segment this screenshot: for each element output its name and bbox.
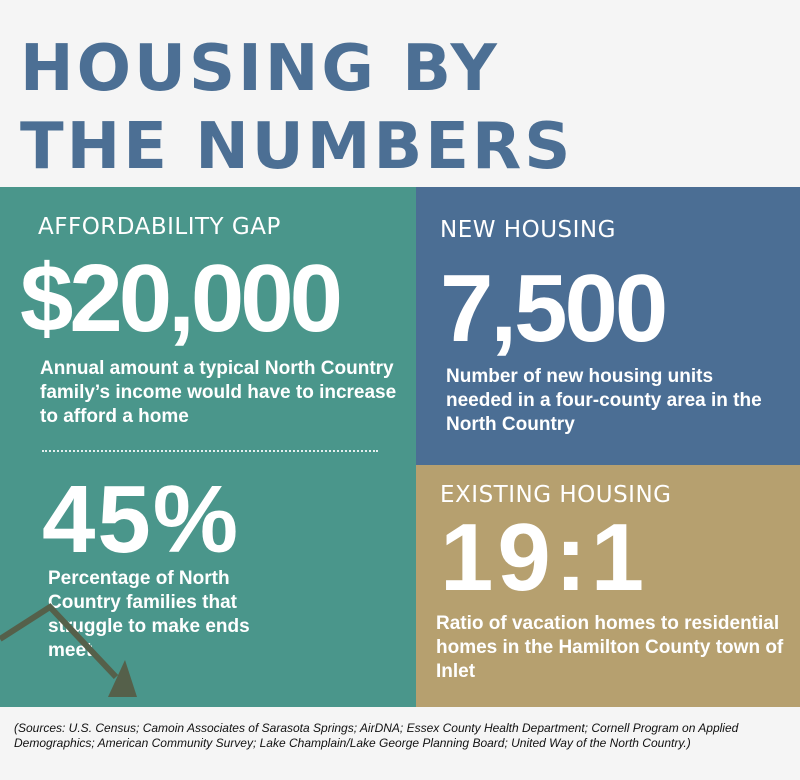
downward-trend-arrow-icon <box>0 603 137 697</box>
struggle-value: 45% <box>42 466 241 573</box>
affordability-panel: AFFORDABILITY GAP $20,000 Annual amount … <box>0 187 416 707</box>
page-title: HOUSING BY THE NUMBERS <box>20 30 573 186</box>
existing-housing-panel: EXISTING HOUSING 19:1 Ratio of vacation … <box>416 465 800 707</box>
new-housing-description: Number of new housing units needed in a … <box>446 366 762 435</box>
new-housing-value: 7,500 <box>440 255 668 362</box>
existing-housing-value: 19:1 <box>440 504 649 611</box>
new-housing-heading: NEW HOUSING <box>440 217 616 243</box>
existing-housing-heading: EXISTING HOUSING <box>440 482 672 508</box>
existing-housing-description: Ratio of vacation homes to residential h… <box>436 613 784 682</box>
affordability-description: Annual amount a typical North Country fa… <box>40 358 397 427</box>
title-line-2: THE NUMBERS <box>20 110 574 184</box>
affordability-heading: AFFORDABILITY GAP <box>38 214 281 240</box>
new-housing-panel: NEW HOUSING 7,500 Number of new housing … <box>416 187 800 465</box>
affordability-value: $20,000 <box>20 245 343 352</box>
struggle-description: Percentage of North Country families tha… <box>48 568 250 661</box>
sources-note: (Sources: U.S. Census; Camoin Associates… <box>14 721 739 750</box>
title-line-1: HOUSING BY <box>20 32 500 106</box>
section-divider <box>42 450 378 452</box>
